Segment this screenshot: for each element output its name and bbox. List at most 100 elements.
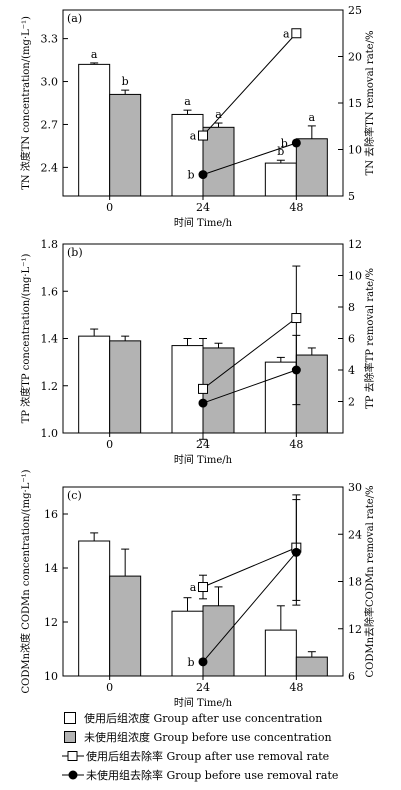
panel-label: (b)	[67, 246, 83, 259]
rate-point-circle	[291, 365, 301, 375]
rate-point-circle	[291, 138, 301, 148]
rate-line-before	[202, 552, 297, 663]
panel-label: (a)	[67, 12, 82, 25]
y2-axis-title: TP 去除率TP removal rate/%	[363, 268, 376, 409]
y-tick-label: 2.4	[41, 161, 59, 174]
x-tick-label: 24	[196, 201, 210, 214]
rate-point-square	[198, 130, 208, 141]
legend-item-bar-before: 未使用组浓度 Group before use concentration	[62, 727, 392, 746]
legend: 使用后组浓度 Group after use concentration 未使用…	[62, 708, 392, 784]
bar-sig-label: a	[91, 48, 98, 61]
y-tick-label: 1.8	[41, 238, 59, 251]
bar-after	[78, 63, 111, 197]
rate-line-before	[202, 369, 297, 404]
x-tick-label: 48	[289, 201, 303, 214]
y2-tick-label: 25	[348, 4, 362, 17]
rate-line-after	[202, 547, 297, 588]
y2-tick-label: 6	[348, 670, 355, 683]
y-tick-label: 1.6	[41, 285, 59, 298]
bar-after	[171, 113, 204, 197]
rate-point-circle	[198, 398, 208, 408]
panel-label: (c)	[67, 489, 82, 502]
y2-tick-label: 10	[348, 144, 362, 157]
y-axis-title: TP 浓度TP concentration/(mg·L⁻¹)	[19, 254, 32, 424]
rate-sig-label: a	[190, 581, 197, 594]
bar-before	[109, 340, 142, 434]
rate-point-circle	[198, 170, 208, 180]
rate-line-after	[202, 317, 297, 390]
bar-after	[264, 629, 297, 677]
y-tick-label: 1.2	[41, 380, 59, 393]
legend-swatch-white-box	[64, 711, 76, 724]
legend-label: 未使用组浓度 Group before use concentration	[84, 730, 332, 744]
bar-sig-label: a	[184, 95, 191, 108]
y2-tick-label: 4	[348, 364, 355, 377]
legend-swatch-line-square	[62, 750, 84, 761]
bar-after	[78, 540, 111, 677]
y-tick-label: 1.0	[41, 427, 59, 440]
y2-tick-label: 20	[348, 51, 362, 64]
y-tick-label: 2.7	[41, 118, 59, 131]
bar-sig-label: a	[215, 108, 222, 121]
bar-sig-label: b	[122, 75, 129, 88]
bar-before	[109, 575, 142, 677]
rate-point-square	[291, 28, 302, 39]
y2-tick-label: 6	[348, 333, 355, 346]
y-axis-title: CODMn浓度 CODMn concentration/(mg·L⁻¹)	[19, 469, 32, 693]
legend-swatch-gray-box	[64, 730, 76, 743]
y-tick-label: 14	[44, 562, 58, 575]
x-tick-label: 24	[196, 438, 210, 451]
bar-before	[295, 656, 328, 677]
bar-after	[264, 162, 297, 197]
y2-tick-label: 12	[348, 238, 362, 251]
rate-point-square	[198, 582, 208, 593]
y2-axis-title: CODMn去除率CODMn removal rate/%	[363, 485, 376, 677]
rate-sig-label: b	[187, 656, 194, 669]
y2-tick-label: 5	[348, 190, 355, 203]
rate-point-square	[291, 313, 302, 324]
y2-tick-label: 30	[348, 481, 362, 494]
y2-axis-title: TN 去除率TN removal rate/%	[363, 31, 376, 176]
y2-tick-label: 8	[348, 301, 355, 314]
legend-item-line-after: 使用后组去除率 Group after use removal rate	[62, 746, 392, 765]
bar-sig-label: b	[277, 145, 284, 158]
y-tick-label: 16	[44, 508, 58, 521]
y-tick-label: 3.3	[41, 33, 59, 46]
bar-before	[202, 347, 235, 434]
y2-tick-label: 2	[348, 396, 355, 409]
y2-tick-label: 15	[348, 97, 362, 110]
x-tick-label: 0	[106, 681, 113, 694]
x-axis-title: 时间 Time/h	[174, 696, 233, 709]
chart-panel-2: 10 12 14 16 6 12 18 24 30 0 24 48 (c) 时间 Time/h CODMn浓…	[19, 469, 376, 709]
rate-line-before	[202, 142, 297, 176]
y2-tick-label: 24	[348, 528, 362, 541]
legend-swatch-line-circle	[62, 770, 84, 779]
x-tick-label: 0	[106, 438, 113, 451]
bar-after	[171, 610, 204, 677]
y2-tick-label: 10	[348, 270, 362, 283]
legend-item-bar-after: 使用后组浓度 Group after use concentration	[62, 708, 392, 727]
bar-before	[295, 138, 328, 197]
legend-label: 使用后组浓度 Group after use concentration	[84, 711, 323, 725]
y2-tick-label: 12	[348, 623, 362, 636]
legend-item-line-before: 未使用组去除率 Group before use removal rate	[62, 765, 392, 784]
bar-before	[109, 93, 142, 197]
bar-after	[264, 361, 297, 434]
x-tick-label: 24	[196, 681, 210, 694]
x-tick-label: 48	[289, 438, 303, 451]
x-tick-label: 48	[289, 681, 303, 694]
rate-sig-label: b	[187, 169, 194, 182]
rate-point-square	[198, 383, 208, 394]
x-axis-title: 时间 Time/h	[174, 216, 233, 229]
rate-sig-label: a	[190, 130, 197, 143]
rate-sig-label: b	[281, 137, 288, 150]
rate-point-circle	[198, 657, 208, 667]
bar-before	[202, 605, 235, 677]
y-tick-label: 12	[44, 616, 58, 629]
y2-tick-label: 18	[348, 576, 362, 589]
bar-sig-label: a	[309, 111, 316, 124]
x-axis-title: 时间 Time/h	[174, 453, 233, 466]
bar-before	[202, 126, 235, 197]
